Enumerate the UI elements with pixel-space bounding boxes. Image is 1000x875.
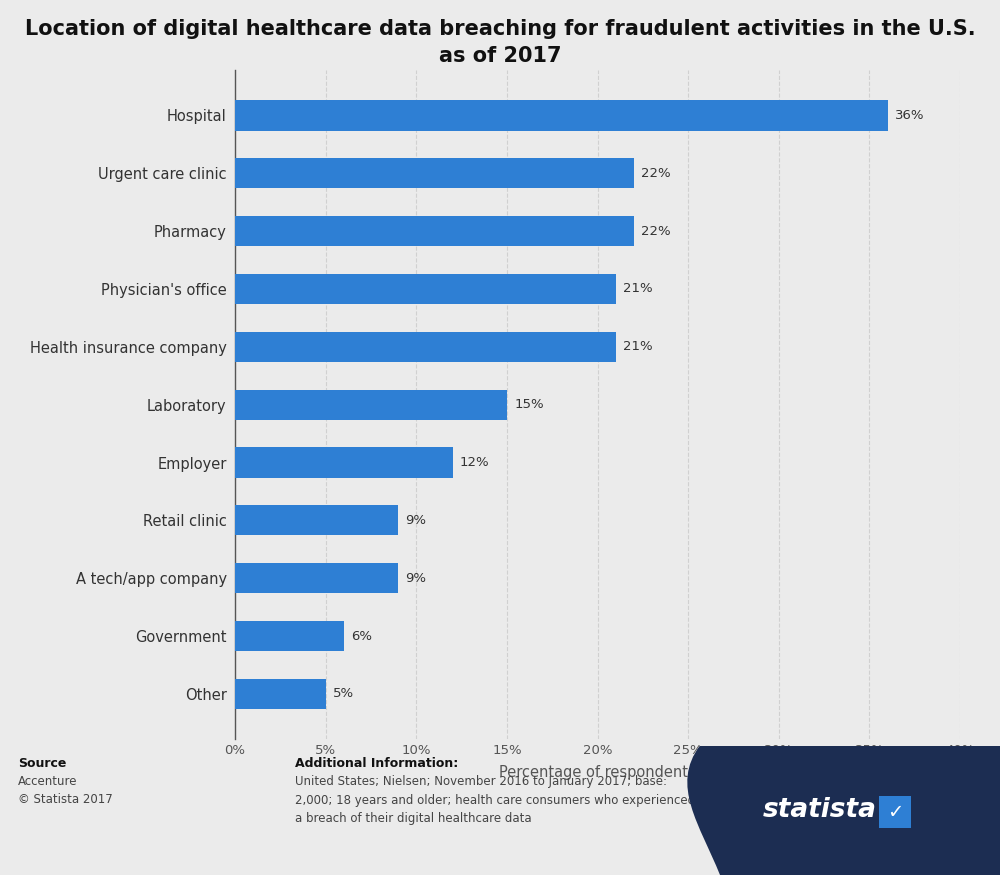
Bar — [235, 564, 398, 593]
Text: Location of digital healthcare data breaching for fraudulent activities in the U: Location of digital healthcare data brea… — [25, 19, 975, 66]
Bar — [235, 216, 634, 246]
Bar — [235, 101, 888, 130]
Bar — [235, 621, 344, 651]
Bar — [235, 158, 634, 188]
PathPatch shape — [687, 746, 735, 875]
Text: 6%: 6% — [351, 630, 372, 642]
Text: 22%: 22% — [641, 225, 671, 238]
Bar — [235, 389, 507, 420]
Text: 21%: 21% — [623, 340, 652, 354]
Bar — [235, 332, 616, 362]
Text: 9%: 9% — [405, 571, 426, 584]
Text: 5%: 5% — [333, 688, 354, 700]
Text: 12%: 12% — [460, 456, 489, 469]
Text: Source: Source — [18, 758, 66, 771]
Text: 21%: 21% — [623, 283, 652, 296]
Text: Accenture: Accenture — [18, 775, 78, 788]
Text: © Statista 2017: © Statista 2017 — [18, 794, 113, 807]
Bar — [235, 679, 326, 709]
Text: United States; Nielsen; November 2016 to January 2017; base:
2,000; 18 years and: United States; Nielsen; November 2016 to… — [295, 775, 695, 825]
Text: statista: statista — [763, 797, 877, 823]
Text: 22%: 22% — [641, 167, 671, 179]
Bar — [235, 506, 398, 536]
Bar — [235, 447, 452, 478]
Text: 15%: 15% — [514, 398, 544, 411]
X-axis label: Percentage of respondents: Percentage of respondents — [499, 765, 696, 780]
Bar — [235, 274, 616, 304]
Text: Additional Information:: Additional Information: — [295, 758, 458, 771]
Text: 9%: 9% — [405, 514, 426, 527]
FancyBboxPatch shape — [735, 746, 1000, 875]
Text: ✓: ✓ — [887, 802, 903, 822]
FancyBboxPatch shape — [879, 796, 911, 828]
Text: 36%: 36% — [895, 109, 924, 122]
